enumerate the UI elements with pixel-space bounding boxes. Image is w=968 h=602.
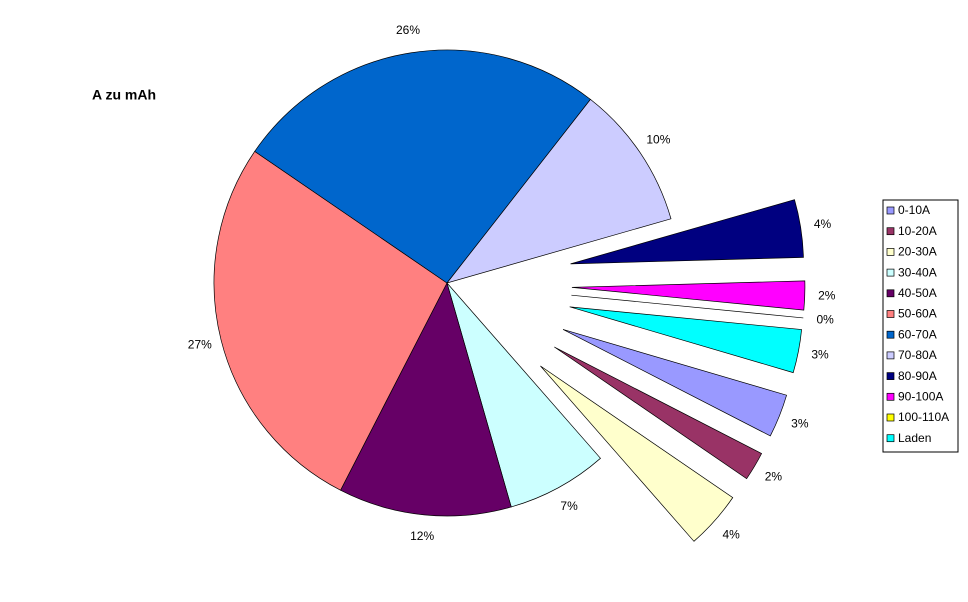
data-label: 7% [560,499,578,513]
legend-label: 20-30A [898,245,937,259]
data-label: 2% [818,288,836,302]
legend-label: Laden [898,431,931,445]
legend-label: 0-10A [898,203,930,217]
pie-slice [340,282,512,517]
data-label: 4% [722,527,740,541]
legend-swatch [886,392,895,401]
legend-label: 100-110A [898,410,949,424]
data-label: 10% [646,133,670,147]
legend-swatch [886,330,895,339]
pie-slice [569,306,802,374]
legend-swatch [886,289,895,298]
legend: 0-10A 10-20A 20-30A 30-40A 40-50A 50-60A 60-70… [882,199,959,453]
data-label: 3% [791,416,809,430]
legend-swatch [886,206,895,215]
legend-swatch [886,268,895,277]
pie-slice [254,49,591,284]
chart-title: A zu mAh [92,87,156,103]
data-label: 3% [811,348,829,362]
pie-slice [554,346,763,480]
legend-swatch [886,351,895,360]
pie-slice [446,282,601,508]
pie-slice [213,150,448,491]
legend-label: 40-50A [898,286,937,300]
pie-slice [571,280,806,311]
legend-label: 90-100A [898,389,943,403]
legend-box [882,199,959,453]
legend-swatch [886,310,895,318]
data-label: 12% [410,529,434,543]
legend-label: 50-60A [898,307,937,321]
legend-swatch [886,227,895,236]
pie-slice [571,294,804,319]
legend-swatch [886,248,895,256]
pie-slice [540,365,734,542]
data-label: 27% [188,338,212,352]
pie-slice [446,98,672,284]
data-label: 26% [396,23,420,37]
legend-label: 80-90A [898,369,937,383]
legend-label: 10-20A [898,224,937,238]
legend-label: 60-70A [898,327,937,341]
legend-swatch [886,434,895,443]
pie-slice [570,199,804,265]
legend-label: 70-80A [898,348,937,362]
data-label: 2% [765,470,783,484]
data-label: 0% [817,312,835,326]
legend-label: 30-40A [898,265,937,279]
pie-slice [562,329,788,437]
legend-swatch [886,413,895,422]
legend-swatch [886,372,895,380]
data-label: 4% [814,217,832,231]
pie: 3% 2% 4% 7% 12% 27% 26% 10% 4% 2% 0% 3% [188,23,836,543]
